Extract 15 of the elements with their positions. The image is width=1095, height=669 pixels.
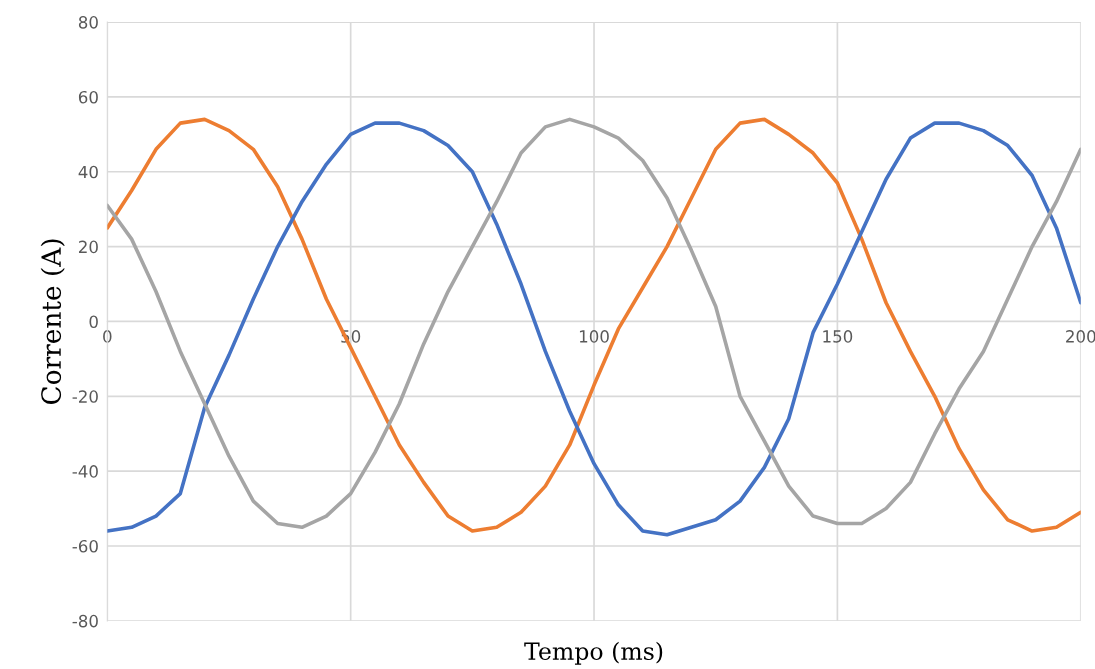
x-tick-label: 150 [823, 330, 853, 343]
y-tick-label: 80 [78, 16, 98, 29]
y-tick-label: 0 [89, 315, 98, 329]
x-tick-label: 0 [103, 330, 112, 343]
x-axis-title: Tempo (ms) [524, 641, 663, 665]
y-tick-label: 40 [78, 165, 98, 179]
y-tick-label: 20 [78, 240, 98, 254]
y-tick-label: -40 [72, 465, 98, 478]
y-axis-title: Corrente (A) [40, 239, 65, 405]
y-tick-label: 60 [78, 90, 98, 104]
x-tick-label: 200 [1066, 330, 1095, 343]
y-tick-label: -20 [72, 390, 98, 403]
x-tick-label: 100 [579, 330, 609, 343]
y-tick-label: -80 [72, 614, 98, 628]
y-tick-label: -60 [72, 539, 98, 553]
